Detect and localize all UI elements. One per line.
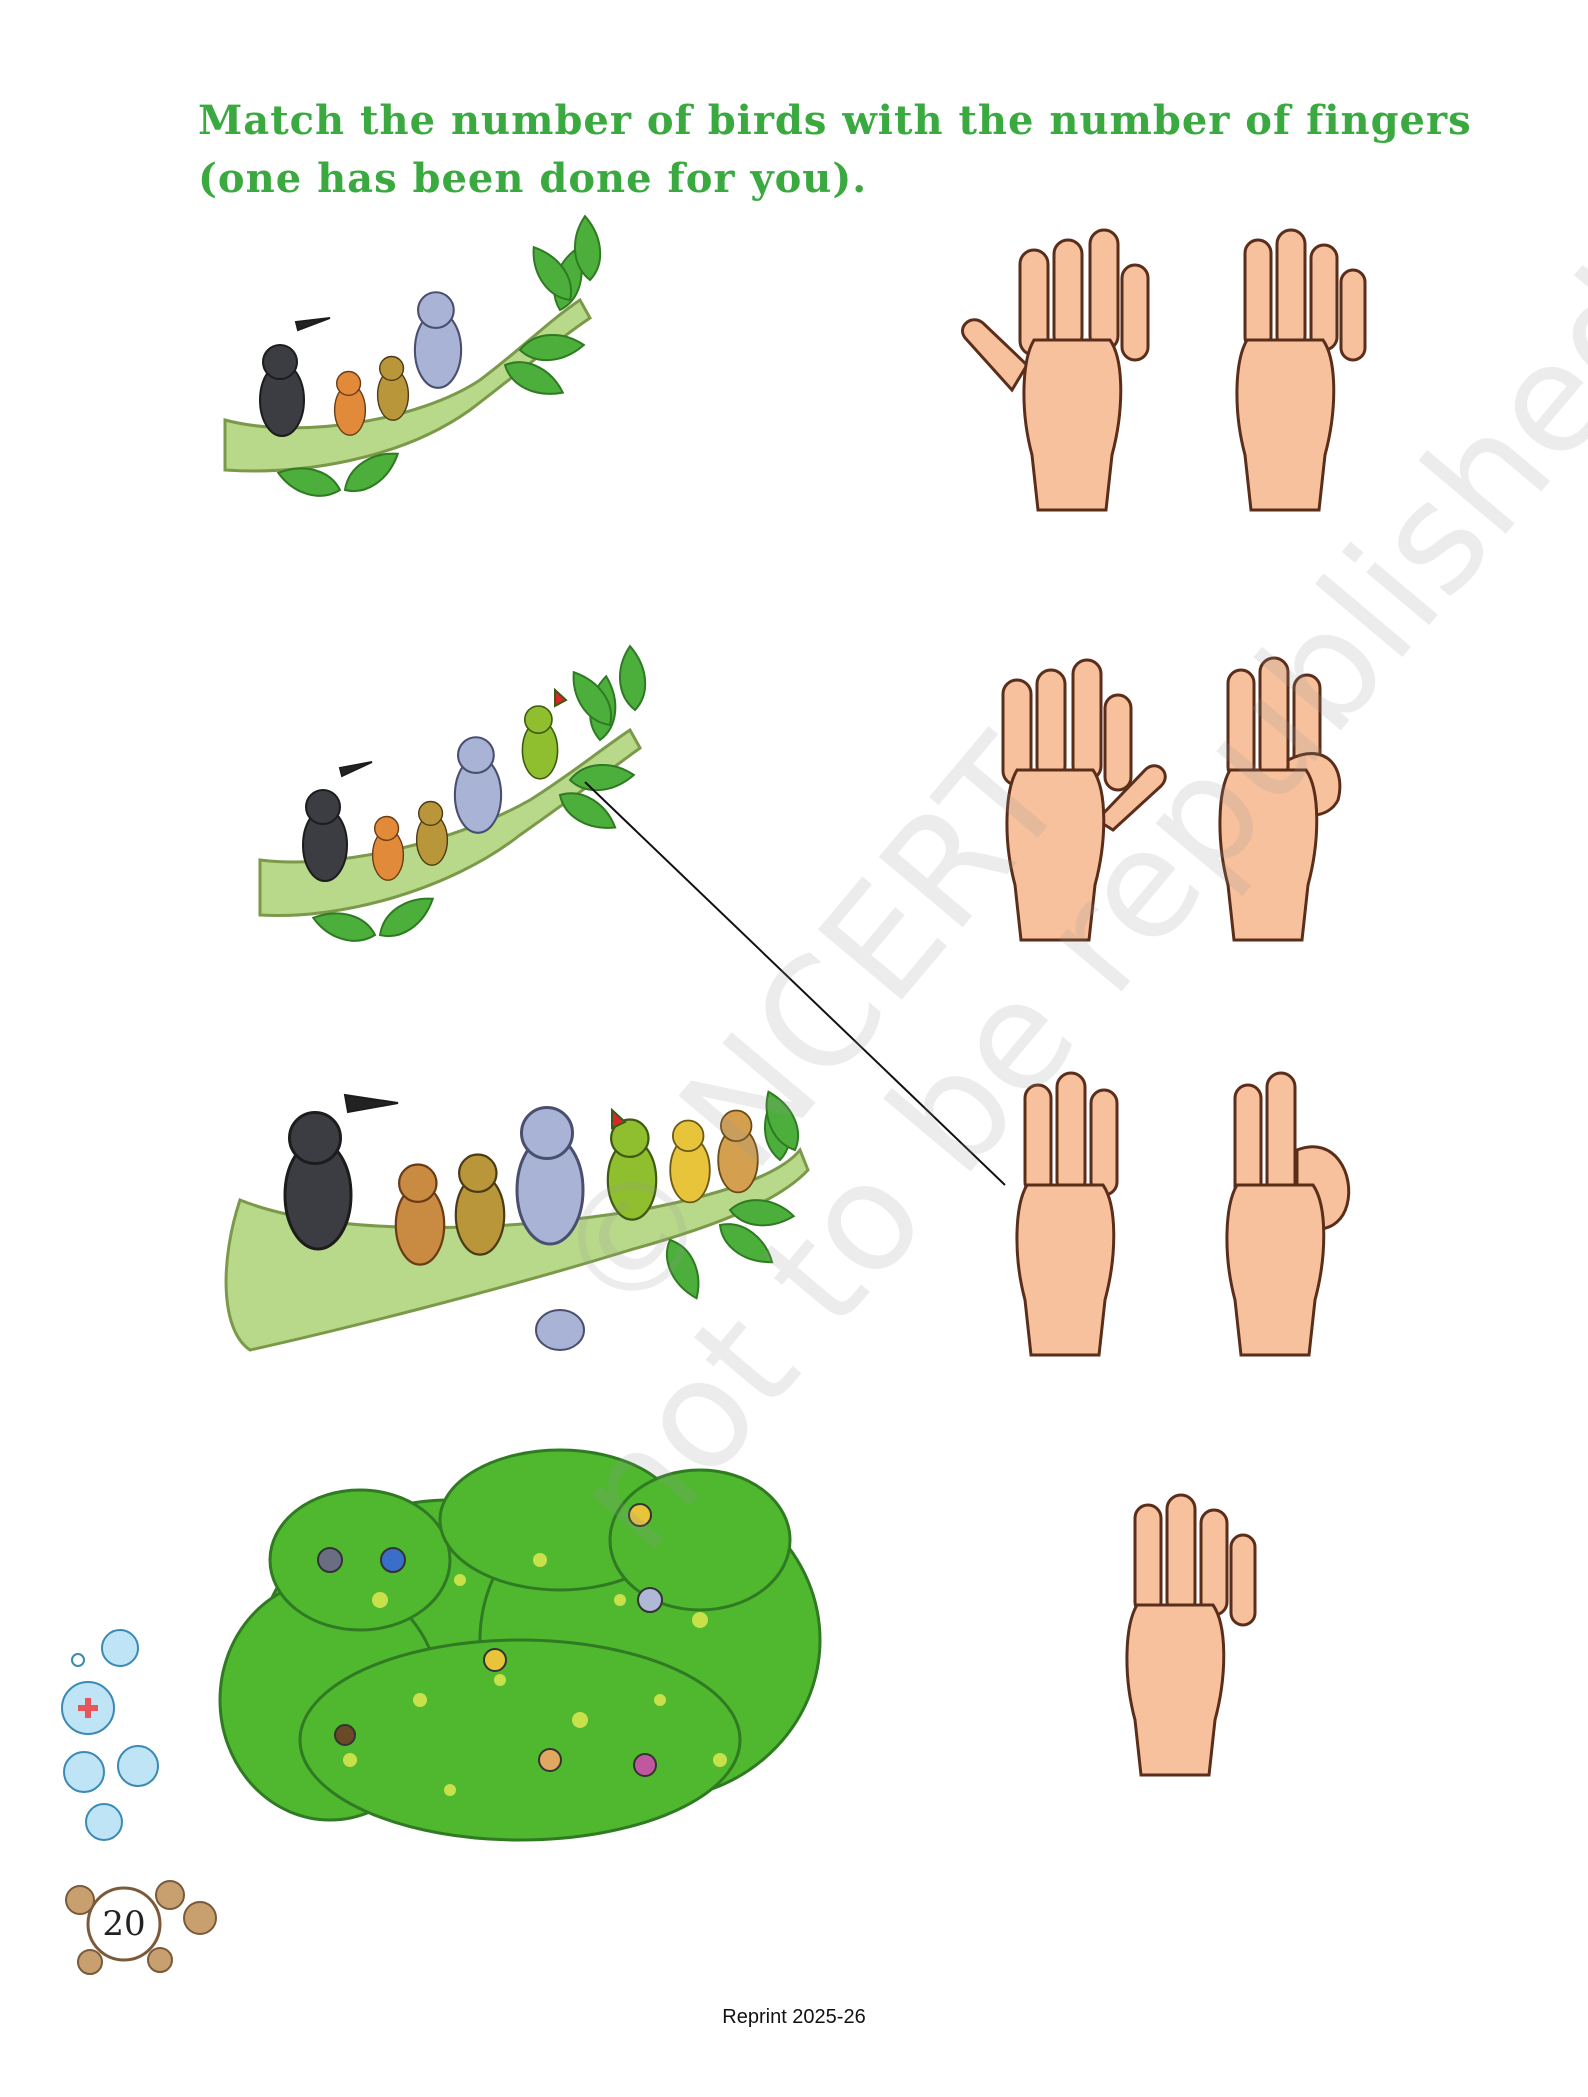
- crow: [283, 1093, 399, 1251]
- page-number-badge: [65, 1880, 217, 1975]
- crow: [259, 317, 331, 437]
- brown-bird: [717, 1109, 759, 1194]
- instruction-line-2: (one has been done for you).: [198, 155, 868, 202]
- tree-nest-birds: [317, 1503, 663, 1777]
- hand-three-fingers: [1015, 1071, 1119, 1357]
- hand-three-fingers: [1218, 656, 1342, 942]
- sparrow: [371, 815, 405, 881]
- hands-row-3: [1015, 1071, 1351, 1357]
- tree-canopy: [218, 1448, 822, 1842]
- pigeon: [453, 736, 503, 834]
- instruction-line-1: Match the number of birds with the numbe…: [198, 97, 1472, 144]
- bird-group-4-tree: [218, 1448, 822, 1842]
- myna: [376, 355, 410, 421]
- parrot: [521, 687, 568, 780]
- footer-reprint: Reprint 2025-26: [722, 2006, 866, 2028]
- math-bubbles-decoration: [61, 1629, 159, 1841]
- sparrow: [394, 1163, 446, 1266]
- example-match-line: [584, 781, 1006, 1186]
- hand-two-fingers: [1225, 1071, 1351, 1357]
- bird-group-3: [224, 1086, 810, 1352]
- hand-five-fingers: [1001, 658, 1167, 942]
- bird-group-2: [258, 644, 653, 955]
- myna: [454, 1153, 506, 1256]
- pigeon: [515, 1106, 585, 1246]
- yellow-bird: [669, 1119, 711, 1204]
- hands-row-1: [961, 228, 1367, 512]
- hands-row-4: [1125, 1493, 1257, 1777]
- crow: [302, 761, 373, 882]
- parrot: [606, 1107, 658, 1221]
- bird-group-1: [223, 214, 608, 510]
- page-number: 20: [102, 1904, 146, 1944]
- hand-four-fingers: [1235, 228, 1367, 512]
- canopy-highlights: [343, 1553, 727, 1796]
- hand-four-fingers: [1125, 1493, 1257, 1777]
- myna: [415, 800, 449, 866]
- pigeon: [413, 291, 463, 389]
- hidden-bird: [535, 1309, 585, 1351]
- hands-row-2: [1001, 656, 1342, 942]
- sparrow: [333, 370, 367, 436]
- hand-five-fingers: [961, 228, 1150, 512]
- instruction-title: Match the number of birds with the numbe…: [198, 92, 1498, 208]
